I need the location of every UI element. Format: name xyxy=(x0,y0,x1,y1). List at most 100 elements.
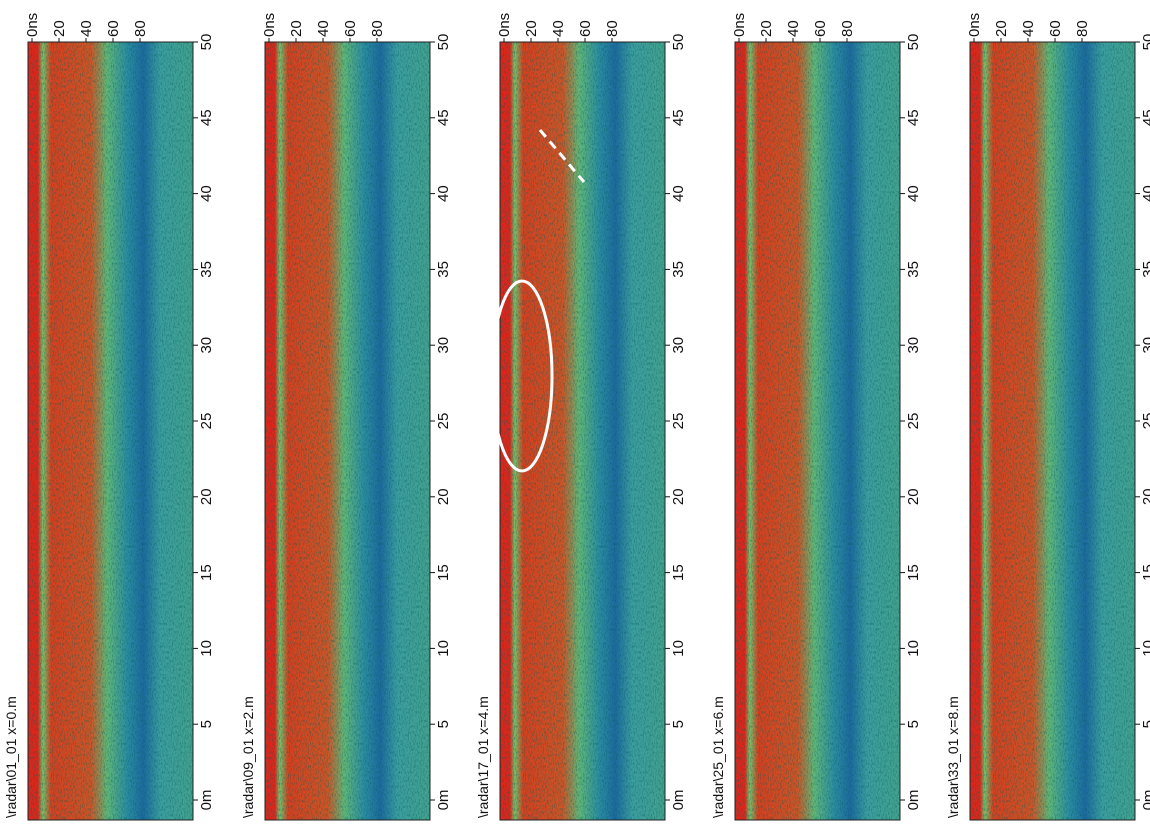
time-tick-label: 80 xyxy=(369,20,386,37)
time-tick-label: 0ns xyxy=(261,13,278,37)
distance-tick-label: 45 xyxy=(670,109,687,126)
distance-tick-label: 25 xyxy=(905,413,922,430)
distance-tick-label: 10 xyxy=(670,640,687,657)
distance-tick-label: 50 xyxy=(905,34,922,51)
distance-tick-label: 30 xyxy=(198,337,215,354)
distance-tick-label: 40 xyxy=(670,185,687,202)
distance-tick-label: 40 xyxy=(905,185,922,202)
distance-tick-label: 40 xyxy=(198,185,215,202)
distance-tick-label: 35 xyxy=(198,261,215,278)
distance-tick-label: 30 xyxy=(1140,337,1150,354)
distance-tick-label: 15 xyxy=(905,564,922,581)
radargram-texture xyxy=(500,42,665,820)
distance-tick-label: 10 xyxy=(905,640,922,657)
time-tick-label: 60 xyxy=(1047,20,1064,37)
distance-tick-label: 5 xyxy=(435,720,452,728)
distance-tick-label: 15 xyxy=(435,564,452,581)
distance-tick-label: 30 xyxy=(670,337,687,354)
distance-tick-label: 40 xyxy=(435,185,452,202)
time-tick-label: 60 xyxy=(812,20,829,37)
time-tick-label: 40 xyxy=(1020,20,1037,37)
distance-tick-label: 45 xyxy=(905,109,922,126)
panel-label: \radar\09_01 x=2.m xyxy=(240,696,256,818)
time-tick-label: 20 xyxy=(758,20,775,37)
radargram-texture xyxy=(970,42,1135,820)
panel-label: \radar\01_01 x=0.m xyxy=(3,696,19,818)
time-tick-label: 40 xyxy=(315,20,332,37)
distance-tick-label: 50 xyxy=(1140,34,1150,51)
panel-frame xyxy=(734,41,901,821)
distance-tick-label: 0m xyxy=(435,790,452,811)
distance-tick-label: 15 xyxy=(670,564,687,581)
radargram-texture xyxy=(28,42,193,820)
radargram-texture xyxy=(735,42,900,820)
distance-tick-label: 25 xyxy=(435,413,452,430)
distance-tick-label: 25 xyxy=(198,413,215,430)
distance-tick-label: 20 xyxy=(1140,488,1150,505)
dashed-marker xyxy=(538,129,586,183)
time-tick-label: 0ns xyxy=(24,13,41,37)
distance-tick-label: 45 xyxy=(198,109,215,126)
time-tick-label: 60 xyxy=(105,20,122,37)
distance-tick-label: 30 xyxy=(435,337,452,354)
distance-tick-label: 50 xyxy=(670,34,687,51)
distance-tick-label: 10 xyxy=(198,640,215,657)
time-tick-label: 60 xyxy=(342,20,359,37)
distance-tick-label: 5 xyxy=(198,720,215,728)
radargram-panel: 0ns 20 40 60 80 50 45 40 35 30 25 20 15 10 5 0m \radar\2… xyxy=(710,13,922,821)
radargram-texture xyxy=(265,42,430,820)
distance-tick-label: 35 xyxy=(905,261,922,278)
distance-tick-label: 0m xyxy=(905,790,922,811)
time-tick-label: 20 xyxy=(523,20,540,37)
radargram-panel: 0ns 20 40 60 80 50 45 40 35 30 25 20 15 10 5 0m \radar\0… xyxy=(3,13,215,821)
distance-tick-label: 20 xyxy=(198,488,215,505)
time-tick-label: 20 xyxy=(288,20,305,37)
time-tick-label: 40 xyxy=(78,20,95,37)
distance-tick-label: 40 xyxy=(1140,185,1150,202)
time-tick-label: 80 xyxy=(132,20,149,37)
time-tick-label: 80 xyxy=(839,20,856,37)
distance-tick-label: 20 xyxy=(670,488,687,505)
panel-frame xyxy=(499,41,666,821)
distance-tick-label: 45 xyxy=(435,109,452,126)
distance-tick-label: 10 xyxy=(1140,640,1150,657)
panel-frame xyxy=(27,41,194,821)
highlight-ellipse xyxy=(490,279,554,473)
time-tick-label: 60 xyxy=(577,20,594,37)
panel-frame xyxy=(264,41,431,821)
distance-tick-label: 25 xyxy=(670,413,687,430)
distance-tick-label: 15 xyxy=(198,564,215,581)
distance-tick-label: 35 xyxy=(1140,261,1150,278)
distance-tick-label: 15 xyxy=(1140,564,1150,581)
distance-tick-label: 10 xyxy=(435,640,452,657)
time-tick-label: 0ns xyxy=(731,13,748,37)
time-tick-label: 20 xyxy=(993,20,1010,37)
distance-tick-label: 20 xyxy=(905,488,922,505)
radargram-panel: 0ns 20 40 60 80 50 45 40 35 30 25 20 15 10 5 0m \radar\1… xyxy=(475,13,687,821)
distance-tick-label: 5 xyxy=(670,720,687,728)
radargram-panel: 0ns 20 40 60 80 50 45 40 35 30 25 20 15 10 5 0m \radar\0… xyxy=(240,13,452,821)
panel-frame xyxy=(969,41,1136,821)
distance-tick-label: 45 xyxy=(1140,109,1150,126)
radargram-panel: 0ns 20 40 60 80 50 45 40 35 30 25 20 15 10 5 0m \radar\3… xyxy=(945,13,1150,821)
distance-tick-label: 5 xyxy=(1140,720,1150,728)
distance-tick-label: 30 xyxy=(905,337,922,354)
distance-tick-label: 0m xyxy=(1140,790,1150,811)
time-tick-label: 80 xyxy=(604,20,621,37)
distance-tick-label: 35 xyxy=(435,261,452,278)
time-tick-label: 20 xyxy=(51,20,68,37)
time-tick-label: 0ns xyxy=(496,13,513,37)
panel-label: \radar\25_01 x=6.m xyxy=(710,696,726,818)
time-tick-label: 0ns xyxy=(966,13,983,37)
distance-tick-label: 35 xyxy=(670,261,687,278)
distance-tick-label: 5 xyxy=(905,720,922,728)
distance-tick-label: 50 xyxy=(435,34,452,51)
distance-tick-label: 0m xyxy=(670,790,687,811)
time-tick-label: 80 xyxy=(1074,20,1091,37)
distance-tick-label: 50 xyxy=(198,34,215,51)
panel-label: \radar\33_01 x=8.m xyxy=(945,696,961,818)
panel-label: \radar\17_01 x=4.m xyxy=(475,696,491,818)
time-tick-label: 40 xyxy=(550,20,567,37)
distance-tick-label: 20 xyxy=(435,488,452,505)
